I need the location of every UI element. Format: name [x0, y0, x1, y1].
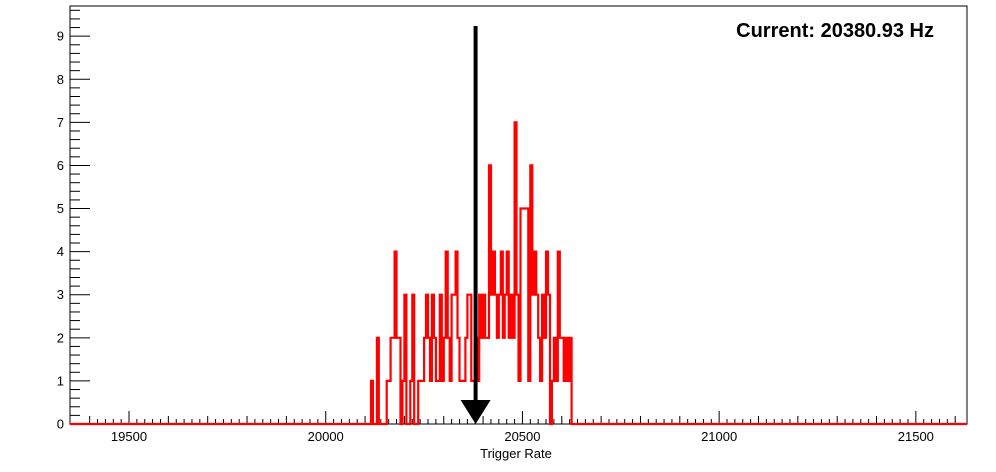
x-tick-label: 20000 [308, 429, 344, 444]
current-rate-label: Current: 20380.93 Hz [736, 20, 934, 42]
y-tick-label: 0 [57, 417, 64, 432]
histogram-series-line [70, 121, 967, 426]
y-tick-label: 6 [57, 158, 64, 173]
y-tick-label: 3 [57, 287, 64, 302]
y-tick-label: 1 [57, 373, 64, 388]
x-tick-label: 20500 [504, 429, 540, 444]
current-rate-marker [460, 26, 491, 424]
x-tick-label: 21000 [701, 429, 737, 444]
x-tick-label: 21500 [898, 429, 934, 444]
y-tick-label: 9 [57, 29, 64, 44]
y-tick-label: 5 [57, 201, 64, 216]
plot-frame [69, 5, 968, 425]
y-tick-label: 8 [57, 72, 64, 87]
x-axis-title: Trigger Rate [480, 446, 552, 461]
current-rate-arrow-head [460, 400, 491, 424]
y-tick-label: 7 [57, 115, 64, 130]
y-tick-label: 2 [57, 330, 64, 345]
y-axis: 0 1 2 3 4 5 6 7 8 9 [57, 9, 90, 432]
y-tick-label: 4 [57, 244, 64, 259]
x-tick-label: 19500 [111, 429, 147, 444]
